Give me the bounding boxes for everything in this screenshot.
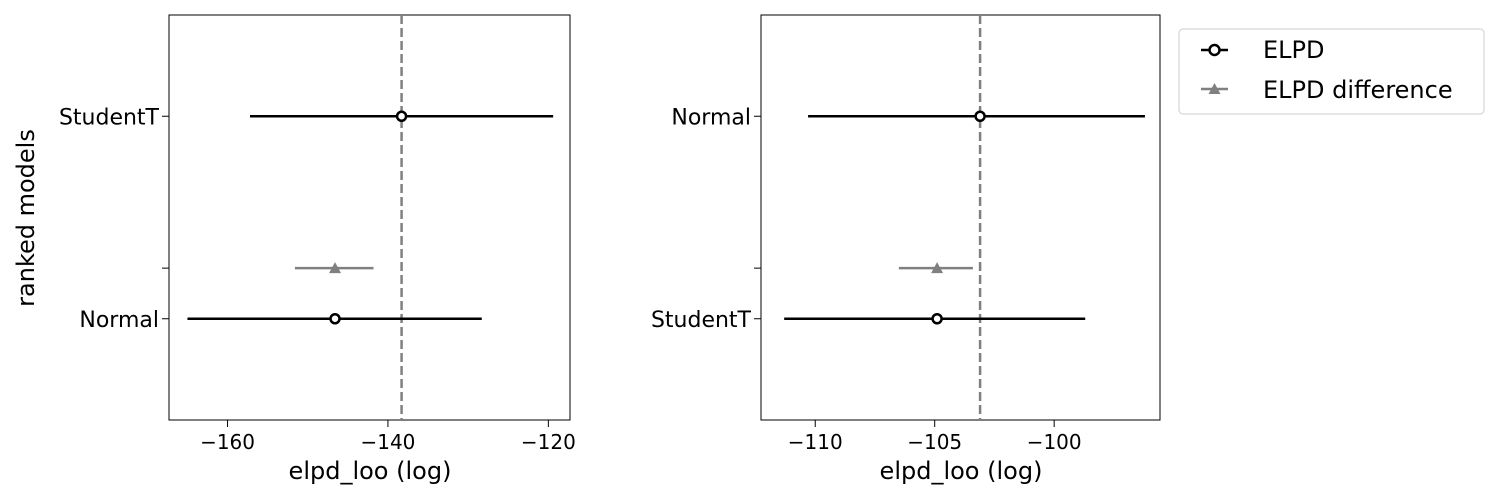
x-tick-label: −120 [521, 430, 576, 454]
x-tick-label: −100 [1027, 430, 1082, 454]
legend: ELPD ELPD difference [1178, 28, 1485, 115]
y-axis-label: ranked models [12, 129, 40, 307]
legend-circle-marker [1208, 43, 1221, 57]
legend-label: ELPD [1263, 36, 1325, 64]
x-tick-label: −140 [360, 430, 415, 454]
y-tick-label: StudentT [651, 308, 752, 333]
legend-frame [1178, 28, 1485, 115]
x-axis-label: elpd_loo (log) [880, 457, 1043, 485]
y-tick-label: StudentT [59, 105, 160, 130]
elpd-point [931, 313, 943, 325]
elpd-point [974, 110, 986, 122]
x-tick-label: −160 [200, 430, 255, 454]
legend-item-elpd: ELPD [1201, 36, 1325, 64]
legend-triangle-marker [1208, 83, 1221, 94]
legend-item-elpd-difference: ELPD difference [1201, 76, 1453, 104]
elpd-point [395, 110, 408, 122]
difference-point [329, 262, 342, 274]
right-panel: elpd_loo (log) −110 −105 −100 Normal Student… [651, 14, 1161, 485]
elpd-point [329, 313, 341, 325]
plot-frame [760, 14, 1161, 421]
y-tick-label: Normal [79, 308, 159, 333]
plot-frame [168, 14, 571, 421]
y-tick-label: Normal [671, 105, 751, 130]
legend-label: ELPD difference [1263, 76, 1453, 104]
difference-point [931, 262, 944, 274]
left-panel: ranked models elpd_loo (log) −160 −140 −12… [12, 14, 576, 485]
x-axis-label: elpd_loo (log) [289, 457, 452, 485]
x-tick-label: −105 [907, 430, 962, 454]
x-tick-label: −110 [788, 430, 843, 454]
